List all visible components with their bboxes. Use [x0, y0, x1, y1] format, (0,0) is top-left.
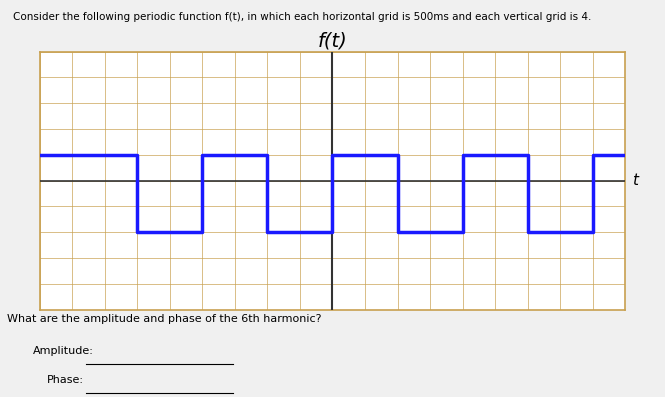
Text: Amplitude:: Amplitude:	[33, 346, 94, 357]
Text: t: t	[632, 173, 638, 188]
Text: Phase:: Phase:	[47, 375, 84, 385]
Text: What are the amplitude and phase of the 6th harmonic?: What are the amplitude and phase of the …	[7, 314, 321, 324]
Title: f(t): f(t)	[318, 31, 347, 50]
Text: Consider the following periodic function f(t), in which each horizontal grid is : Consider the following periodic function…	[13, 12, 592, 22]
